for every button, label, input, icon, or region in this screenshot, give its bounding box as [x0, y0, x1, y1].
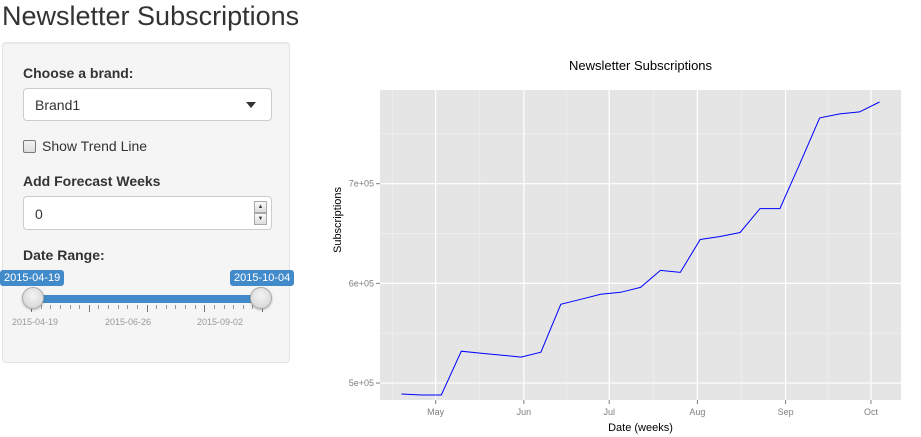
x-tick-label: Sep	[778, 407, 794, 417]
slider-grid-label: 2015-09-02	[196, 317, 244, 327]
sidebar-panel: Choose a brand: Brand1 Show Trend Line A…	[0, 42, 295, 363]
slider-grid-label: 2015-04-19	[11, 317, 59, 327]
slider-tick	[127, 305, 129, 309]
slider-bar[interactable]	[31, 295, 262, 303]
slider-start-tag: 2015-04-19	[0, 270, 65, 286]
brand-select-value: Brand1	[35, 97, 81, 113]
series-line	[401, 101, 880, 396]
x-tick-label: Oct	[864, 407, 879, 417]
spin-up-icon[interactable]: ▲	[254, 201, 267, 213]
slider-tick	[98, 305, 100, 309]
x-tick-label: Jun	[517, 407, 532, 417]
slider-tick	[204, 305, 206, 312]
forecast-spinner: ▲ ▼	[254, 201, 267, 225]
caret-down-icon	[246, 102, 256, 108]
date-range-label: Date Range:	[23, 247, 105, 263]
slider-start-handle[interactable]	[22, 287, 44, 309]
plot-background	[380, 90, 901, 400]
y-axis-label: Subscriptions	[332, 186, 344, 253]
grid-lines	[380, 90, 901, 400]
slider-tick	[146, 305, 148, 312]
slider-tick	[136, 305, 138, 309]
slider-end-handle[interactable]	[250, 287, 272, 309]
slider-tick	[117, 305, 119, 309]
slider-tick	[50, 305, 52, 309]
slider-tick	[88, 305, 90, 312]
slider-tick	[108, 305, 109, 309]
trend-line-checkbox[interactable]	[23, 140, 36, 153]
slider-grid-label: 2015-06-26	[104, 317, 152, 327]
axes: 5e+05 6e+05 7e+05 May Jun Jul Aug Sep Oct	[349, 179, 879, 417]
slider-tick	[69, 305, 71, 309]
slider-tick	[223, 305, 225, 309]
slider-tick	[252, 305, 254, 309]
x-tick-label: May	[427, 407, 445, 417]
slider-tick	[40, 305, 42, 309]
page-title: Newsletter Subscriptions	[2, 1, 300, 31]
slider-tick	[175, 305, 177, 309]
y-tick-label: 6e+05	[349, 278, 374, 288]
x-axis-label: Date (weeks)	[608, 422, 673, 434]
spin-down-icon[interactable]: ▼	[254, 213, 267, 225]
slider-tick	[233, 305, 235, 309]
y-tick-label: 5e+05	[349, 378, 374, 388]
slider-tick	[59, 305, 61, 309]
slider-tick	[156, 305, 158, 309]
y-tick-label: 7e+05	[349, 179, 374, 189]
slider-ticks	[31, 305, 263, 312]
slider-tick	[165, 305, 167, 309]
slider-end-tag: 2015-10-04	[230, 270, 295, 286]
forecast-weeks-value: 0	[35, 206, 43, 222]
forecast-label: Add Forecast Weeks	[23, 173, 161, 189]
brand-label: Choose a brand:	[23, 65, 134, 81]
slider-tick	[185, 305, 186, 309]
chart-title: Newsletter Subscriptions	[569, 58, 713, 73]
chart-svg: 5e+05 6e+05 7e+05 May Jun Jul Aug Sep Oct Newsle…	[332, 58, 901, 434]
brand-select[interactable]: Brand1	[23, 88, 272, 121]
slider-tick	[194, 305, 196, 309]
date-range-slider[interactable]: 2015-04-19 2015-10-04 2015-04-19 2015-06…	[0, 268, 295, 328]
slider-tick	[213, 305, 215, 309]
slider-tick	[79, 305, 81, 309]
trend-line-label: Show Trend Line	[42, 138, 148, 154]
subscriptions-chart: 5e+05 6e+05 7e+05 May Jun Jul Aug Sep Oct Newsle…	[320, 40, 921, 437]
x-tick-label: Aug	[689, 407, 705, 417]
slider-tick	[242, 305, 244, 309]
forecast-weeks-input[interactable]: 0 ▲ ▼	[23, 196, 272, 230]
x-tick-label: Jul	[603, 407, 615, 417]
